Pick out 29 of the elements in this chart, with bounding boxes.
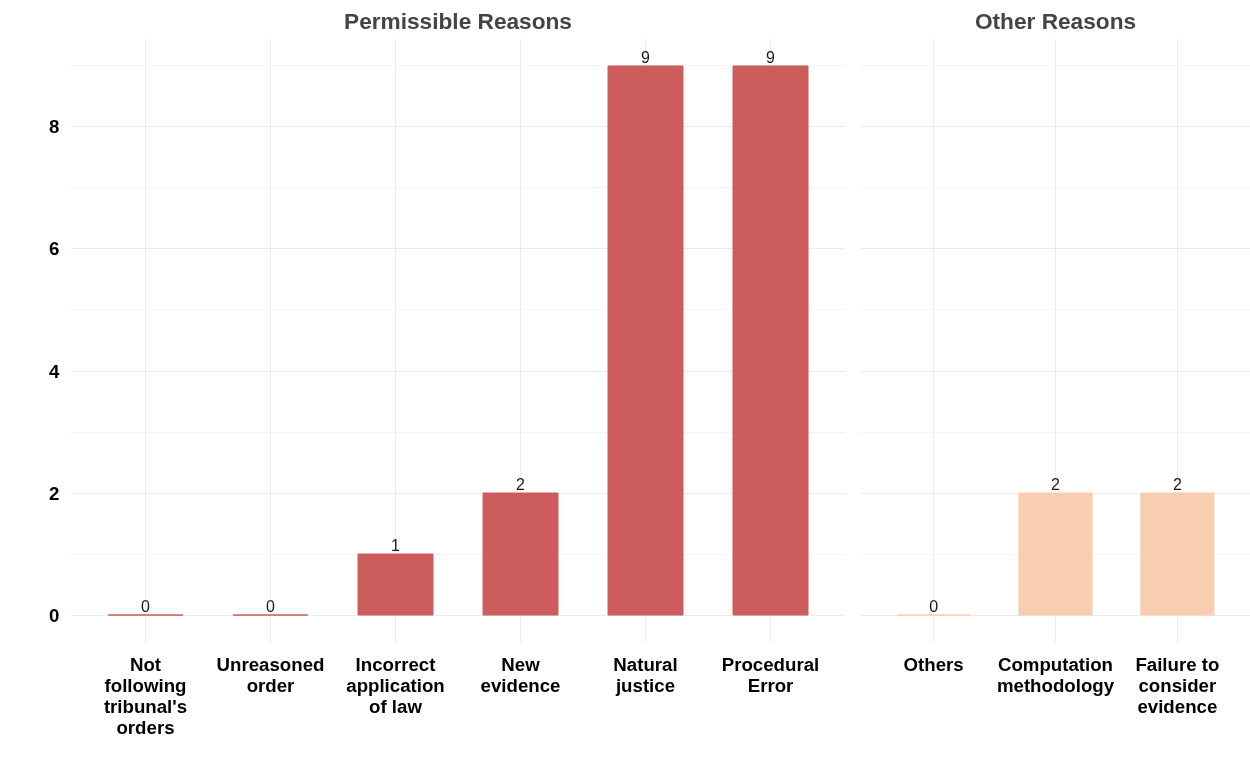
bar xyxy=(357,553,434,616)
y-tick-label: 0 xyxy=(49,604,60,626)
bar xyxy=(482,492,559,616)
data-label: 2 xyxy=(1051,476,1061,494)
y-tick-label: 6 xyxy=(49,238,60,260)
x-tick-label: Natural justice xyxy=(613,653,678,696)
data-label: 0 xyxy=(929,598,939,616)
data-label: 0 xyxy=(266,598,276,616)
y-tick-label: 4 xyxy=(49,360,61,382)
x-tick-label: Computation methodology xyxy=(996,653,1115,696)
bar xyxy=(732,65,809,616)
data-label: 9 xyxy=(641,48,651,66)
bar xyxy=(607,65,684,616)
chart-title: Other Reasons xyxy=(974,7,1137,34)
data-label: 9 xyxy=(766,48,776,66)
y-tick-label: 8 xyxy=(49,116,60,138)
x-tick-label: Procedural Error xyxy=(721,653,820,696)
x-tick-label: Failure to consider evidence xyxy=(1135,653,1220,717)
x-tick-label: Incorrect application of law xyxy=(346,653,445,717)
y-tick-label: 2 xyxy=(49,482,60,504)
x-tick-label: New evidence xyxy=(480,653,561,696)
x-tick-label: Unreasoned order xyxy=(216,653,325,696)
x-tick-label: Not following tribunal's orders xyxy=(103,653,188,738)
x-tick-label: Others xyxy=(903,653,964,675)
data-label: 2 xyxy=(516,476,526,494)
data-label: 1 xyxy=(391,537,401,555)
data-label: 0 xyxy=(141,598,151,616)
data-label: 2 xyxy=(1172,476,1182,494)
chart-title: Permissible Reasons xyxy=(344,7,572,34)
